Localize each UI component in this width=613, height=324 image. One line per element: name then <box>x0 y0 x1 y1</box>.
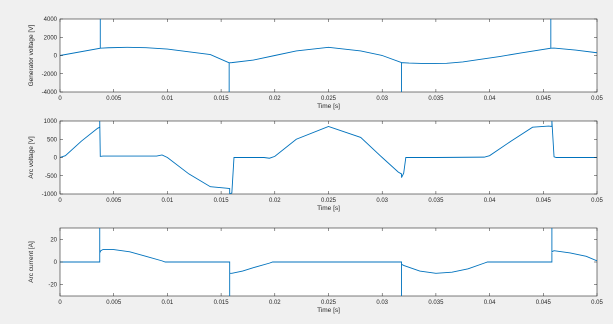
generator-voltage-plot-area <box>59 18 598 93</box>
generator-voltage-x-tick-label: 0.015 <box>214 96 230 102</box>
arc-current-x-tick-label: 0.04 <box>484 300 496 306</box>
generator-voltage-y-tick-label: 2000 <box>44 35 58 41</box>
generator-voltage-x-tick-label: 0 <box>58 96 62 102</box>
arc-voltage-y-tick-label: 0 <box>54 156 58 162</box>
generator-voltage-x-tick-label: 0.045 <box>536 96 552 102</box>
arc-current-x-tick-label: 0.005 <box>106 300 122 306</box>
arc-current-y-tick-label: 20 <box>50 237 57 243</box>
arc-current-x-tick-label: 0.05 <box>591 300 603 306</box>
arc-current-y-tick-label: 0 <box>54 260 58 266</box>
arc-current-x-tick-label: 0.035 <box>428 300 444 306</box>
arc-voltage-x-tick-label: 0.045 <box>536 198 552 204</box>
arc-voltage-x-tick-label: 0 <box>58 198 62 204</box>
arc-voltage-x-tick-label: 0.005 <box>106 198 122 204</box>
arc-voltage-y-tick-label: -500 <box>45 174 58 180</box>
arc-current-x-tick-label: 0.045 <box>536 300 552 306</box>
arc-voltage-x-tick-label: 0.02 <box>269 198 281 204</box>
generator-voltage-y-tick-label: -2000 <box>42 72 58 78</box>
arc-current-x-tick-label: 0.01 <box>162 300 174 306</box>
subplot-generator-voltage: 0 0.005 0.01 0.015 0.02 0.025 0.03 0.035 0.04 0.0… <box>28 17 603 110</box>
generator-voltage-x-tick-label: 0.04 <box>484 96 496 102</box>
arc-voltage-x-tick-label: 0.03 <box>376 198 388 204</box>
generator-voltage-x-tick-label: 0.025 <box>321 96 337 102</box>
generator-voltage-y-axis-label: Generator voltage [V] <box>28 24 35 86</box>
arc-current-x-axis-label: Time [s] <box>317 307 340 314</box>
arc-current-y-axis-label: Arc current [A] <box>28 241 35 283</box>
arc-voltage-x-axis-label: Time [s] <box>317 205 340 212</box>
arc-voltage-x-tick-label: 0.035 <box>428 198 444 204</box>
arc-current-x-tick-label: 0.03 <box>376 300 388 306</box>
arc-voltage-y-tick-label: -1000 <box>42 192 58 198</box>
subplot-arc-current: 0 0.005 0.01 0.015 0.02 0.025 0.03 0.035 0.04 0.0… <box>28 227 603 314</box>
generator-voltage-series-line <box>60 19 597 92</box>
arc-voltage-plot-area <box>59 120 598 195</box>
arc-voltage-y-tick-label: 500 <box>47 137 58 143</box>
generator-voltage-x-tick-label: 0.005 <box>106 96 122 102</box>
generator-voltage-y-tick-label: 4000 <box>44 17 58 23</box>
generator-voltage-x-tick-label: 0.01 <box>162 96 174 102</box>
arc-voltage-x-tick-label: 0.01 <box>162 198 174 204</box>
arc-current-x-tick-label: 0.025 <box>321 300 337 306</box>
arc-voltage-x-tick-label: 0.05 <box>591 198 603 204</box>
generator-voltage-x-tick-label: 0.02 <box>269 96 281 102</box>
arc-voltage-series-line <box>60 121 597 194</box>
arc-voltage-x-tick-label: 0.04 <box>484 198 496 204</box>
generator-voltage-x-axis-label: Time [s] <box>317 103 340 110</box>
arc-voltage-y-tick-label: 1000 <box>44 119 58 125</box>
subplot-arc-voltage: 0 0.005 0.01 0.015 0.02 0.025 0.03 0.035 0.04 0.0… <box>28 119 603 212</box>
generator-voltage-y-tick-label: -4000 <box>42 90 58 96</box>
arc-current-x-tick-label: 0.02 <box>269 300 281 306</box>
generator-voltage-x-tick-label: 0.05 <box>591 96 603 102</box>
arc-voltage-x-tick-label: 0.025 <box>321 198 337 204</box>
generator-voltage-x-tick-label: 0.03 <box>376 96 388 102</box>
arc-current-series-line <box>60 228 597 296</box>
arc-current-x-tick-label: 0 <box>58 300 62 306</box>
generator-voltage-x-tick-label: 0.035 <box>428 96 444 102</box>
arc-current-y-tick-label: -20 <box>48 283 57 289</box>
arc-voltage-x-tick-label: 0.015 <box>214 198 230 204</box>
arc-current-x-tick-label: 0.015 <box>214 300 230 306</box>
generator-voltage-y-tick-label: 0 <box>54 54 58 60</box>
arc-voltage-y-axis-label: Arc voltage [V] <box>28 136 35 178</box>
